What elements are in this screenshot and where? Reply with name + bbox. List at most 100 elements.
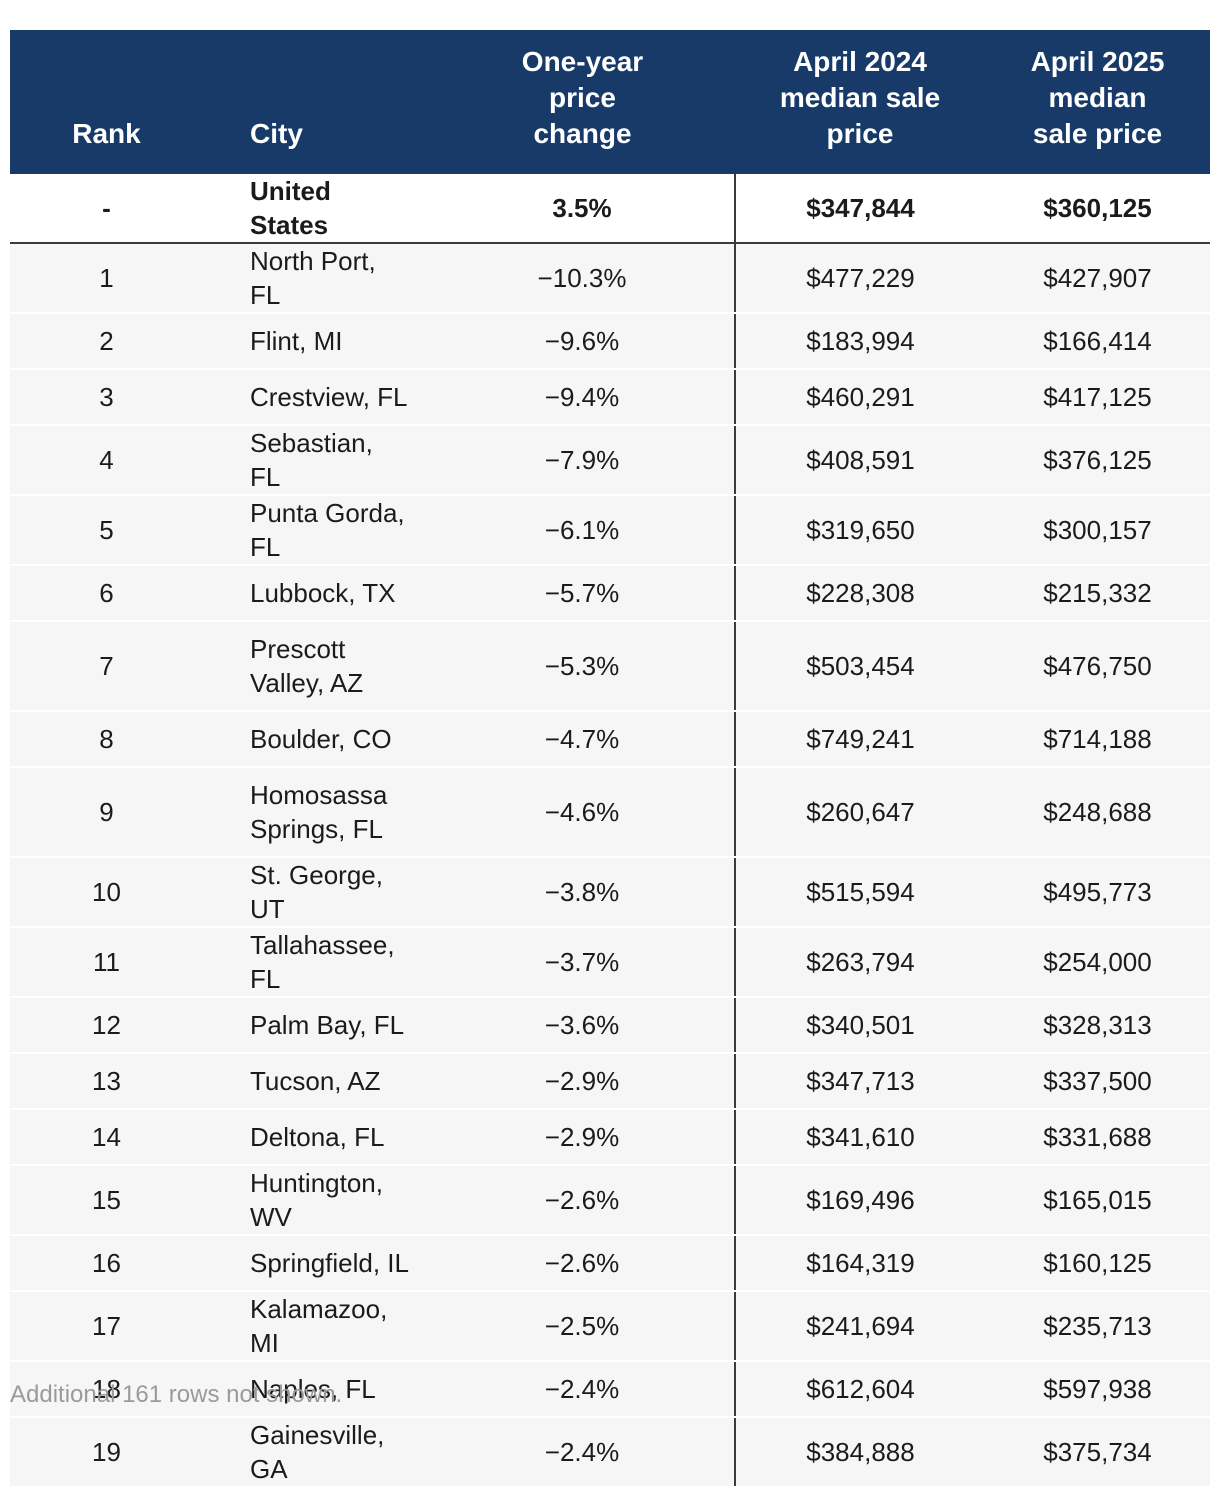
- cell-rank: 16: [10, 1235, 203, 1292]
- cell-change: −10.3%: [430, 243, 736, 314]
- cell-city: Kalamazoo, MI: [203, 1291, 430, 1362]
- cell-change: −2.6%: [430, 1235, 736, 1292]
- cell-april-2024: $260,647: [735, 767, 985, 858]
- header-one-year-change: One-year price change: [521, 46, 644, 149]
- cell-city: Sebastian, FL: [203, 425, 430, 496]
- table-row: 7 Prescott Valley, AZ −5.3% $503,454 $476,75…: [10, 621, 1210, 712]
- table-row: 1 North Port, FL −10.3% $477,229 $427,907: [10, 243, 1210, 314]
- cell-change: −9.4%: [430, 369, 736, 426]
- cell-rank: 6: [10, 565, 203, 622]
- cell-city: Springfield, IL: [203, 1235, 430, 1292]
- cell-change: 3.5%: [430, 174, 736, 244]
- cell-city: Gainesville, GA: [203, 1417, 430, 1488]
- cell-rank: 10: [10, 857, 203, 928]
- cell-april-2024: $408,591: [735, 425, 985, 496]
- cell-change: −9.6%: [430, 313, 736, 370]
- cell-rank: 18: [10, 1361, 203, 1418]
- cell-april-2024: $341,610: [735, 1109, 985, 1166]
- cell-rank: 8: [10, 711, 203, 768]
- cell-rank: 4: [10, 425, 203, 496]
- cell-april-2025: $235,713: [985, 1291, 1210, 1362]
- cell-city: Tallahassee, FL: [203, 927, 430, 998]
- cell-rank: 2: [10, 313, 203, 370]
- cell-april-2025: $215,332: [985, 565, 1210, 622]
- cell-change: −3.8%: [430, 857, 736, 928]
- cell-april-2025: $375,734: [985, 1417, 1210, 1488]
- cell-rank: 15: [10, 1165, 203, 1236]
- cell-april-2025: $331,688: [985, 1109, 1210, 1166]
- cell-city: St. George, UT: [203, 857, 430, 928]
- cell-city: Palm Bay, FL: [203, 997, 430, 1054]
- cell-change: −3.6%: [430, 997, 736, 1054]
- cell-april-2024: $164,319: [735, 1235, 985, 1292]
- header-rank: Rank: [72, 118, 141, 149]
- cell-april-2025: $328,313: [985, 997, 1210, 1054]
- cell-rank: 12: [10, 997, 203, 1054]
- header-april-2024-price: April 2024 median sale price: [779, 46, 941, 149]
- cell-april-2024: $749,241: [735, 711, 985, 768]
- cell-change: −2.4%: [430, 1417, 736, 1488]
- cell-april-2024: $228,308: [735, 565, 985, 622]
- cell-change: −6.1%: [430, 495, 736, 566]
- cell-rank: 13: [10, 1053, 203, 1110]
- cell-april-2024: $460,291: [735, 369, 985, 426]
- cell-april-2024: $183,994: [735, 313, 985, 370]
- cell-april-2024: $477,229: [735, 243, 985, 314]
- cell-april-2024: $347,844: [735, 174, 985, 244]
- cell-april-2025: $597,938: [985, 1361, 1210, 1418]
- cell-city: Prescott Valley, AZ: [203, 621, 430, 712]
- cell-april-2025: $300,157: [985, 495, 1210, 566]
- cell-april-2025: $165,015: [985, 1165, 1210, 1236]
- table-row: 13 Tucson, AZ −2.9% $347,713 $337,500: [10, 1053, 1210, 1110]
- cell-city: Punta Gorda, FL: [203, 495, 430, 566]
- cell-city: Huntington, WV: [203, 1165, 430, 1236]
- cell-change: −5.3%: [430, 621, 736, 712]
- table-row: 18 Naples, FL −2.4% $612,604 $597,938: [10, 1361, 1210, 1418]
- cell-change: −2.5%: [430, 1291, 736, 1362]
- cell-rank: 7: [10, 621, 203, 712]
- table-row: 12 Palm Bay, FL −3.6% $340,501 $328,313: [10, 997, 1210, 1054]
- cell-rank: -: [10, 174, 203, 244]
- cell-change: −2.9%: [430, 1109, 736, 1166]
- cell-city: Crestview, FL: [203, 369, 430, 426]
- cell-city: Flint, MI: [203, 313, 430, 370]
- cell-rank: 1: [10, 243, 203, 314]
- table-row: 10 St. George, UT −3.8% $515,594 $495,773: [10, 857, 1210, 928]
- cell-city: Deltona, FL: [203, 1109, 430, 1166]
- cell-rank: 3: [10, 369, 203, 426]
- cell-april-2025: $417,125: [985, 369, 1210, 426]
- cell-april-2025: $714,188: [985, 711, 1210, 768]
- cell-rank: 5: [10, 495, 203, 566]
- cell-rank: 9: [10, 767, 203, 858]
- cell-rank: 19: [10, 1417, 203, 1488]
- header-april-2025-price: April 2025 median sale price: [1030, 46, 1165, 149]
- cell-rank: 17: [10, 1291, 203, 1362]
- table-row: 17 Kalamazoo, MI −2.5% $241,694 $235,713: [10, 1291, 1210, 1362]
- footnote: Additional 161 rows not shown.: [10, 1381, 343, 1408]
- table-row: 15 Huntington, WV −2.6% $169,496 $165,015: [10, 1165, 1210, 1236]
- cell-april-2025: $160,125: [985, 1235, 1210, 1292]
- cell-april-2024: $319,650: [735, 495, 985, 566]
- cell-change: −7.9%: [430, 425, 736, 496]
- table-row: 5 Punta Gorda, FL −6.1% $319,650 $300,157: [10, 495, 1210, 566]
- header-city: City: [250, 118, 303, 149]
- cell-april-2025: $254,000: [985, 927, 1210, 998]
- cell-april-2024: $503,454: [735, 621, 985, 712]
- cell-city: Lubbock, TX: [203, 565, 430, 622]
- cell-april-2024: $340,501: [735, 997, 985, 1054]
- cell-april-2024: $612,604: [735, 1361, 985, 1418]
- cell-change: −3.7%: [430, 927, 736, 998]
- table-row: 6 Lubbock, TX −5.7% $228,308 $215,332: [10, 565, 1210, 622]
- cell-april-2025: $166,414: [985, 313, 1210, 370]
- cell-change: −2.4%: [430, 1361, 736, 1418]
- cell-april-2025: $337,500: [985, 1053, 1210, 1110]
- table-row: 19 Gainesville, GA −2.4% $384,888 $375,734: [10, 1417, 1210, 1488]
- cell-rank: 11: [10, 927, 203, 998]
- cell-april-2024: $241,694: [735, 1291, 985, 1362]
- cell-april-2024: $347,713: [735, 1053, 985, 1110]
- table-row: 9 Homosassa Springs, FL −4.6% $260,647 $248,…: [10, 767, 1210, 858]
- table-row: 8 Boulder, CO −4.7% $749,241 $714,188: [10, 711, 1210, 768]
- cell-change: −5.7%: [430, 565, 736, 622]
- cell-april-2024: $263,794: [735, 927, 985, 998]
- cell-city: Tucson, AZ: [203, 1053, 430, 1110]
